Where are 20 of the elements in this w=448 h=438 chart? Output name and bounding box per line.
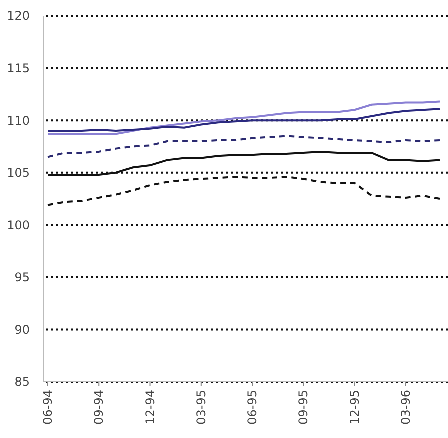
line-series [47, 108, 441, 132]
x-tick-label: 09-95 [296, 390, 311, 425]
y-tick-label: 85 [14, 375, 30, 390]
line-series [47, 176, 441, 206]
y-tick-label: 105 [7, 166, 30, 180]
y-tick-label: 110 [7, 114, 30, 128]
x-tick-label: 12-95 [348, 390, 362, 425]
y-tick-label: 120 [7, 9, 30, 24]
x-tick-label: 06-94 [41, 390, 55, 425]
x-tick-label: 12-94 [143, 390, 158, 425]
x-tick-label: 03-96 [398, 390, 413, 425]
x-tick-label: 09-94 [92, 390, 106, 425]
line-series [47, 135, 441, 158]
y-tick-label: 100 [7, 218, 30, 232]
y-tick-label: 115 [7, 61, 30, 76]
line-series [47, 100, 441, 136]
y-tick-label: 95 [14, 270, 30, 285]
x-tick-label: 03-95 [194, 390, 208, 425]
y-tick-label: 90 [14, 322, 30, 337]
x-tick-label: 06-95 [246, 390, 260, 425]
